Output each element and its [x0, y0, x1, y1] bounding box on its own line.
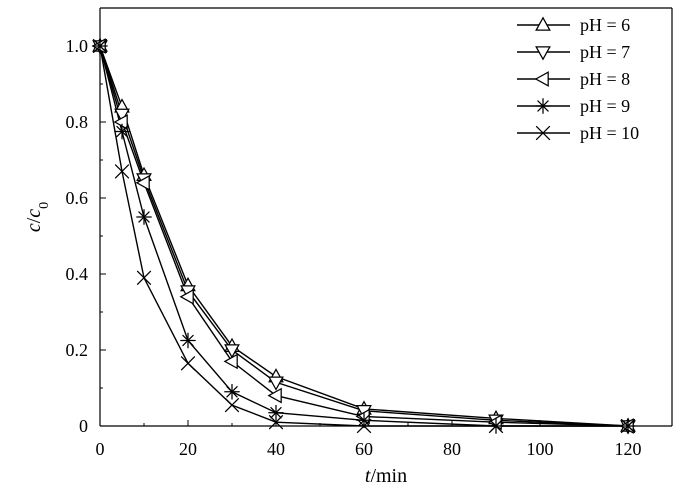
series-marker-5 — [356, 418, 372, 434]
series-marker-3 — [179, 288, 194, 305]
series-marker-4 — [180, 332, 196, 349]
series-marker-5 — [224, 397, 240, 413]
series-marker-2 — [224, 344, 240, 359]
series-marker-legend-3 — [534, 71, 549, 87]
legend-item-1: pH = 6 — [517, 15, 630, 35]
series-marker-3 — [267, 387, 282, 404]
series-marker-5 — [488, 418, 504, 434]
x-axis-title: t/min — [365, 465, 407, 487]
legend-item-3: pH = 8 — [517, 69, 630, 89]
series-marker-legend-2 — [535, 46, 551, 61]
series-marker-5 — [620, 418, 636, 434]
series-marker-3 — [223, 353, 238, 370]
series-marker-legend-1 — [535, 16, 551, 31]
x-tick-label: 60 — [355, 439, 373, 459]
y-tick-label: 0.2 — [66, 340, 89, 360]
series-marker-3 — [113, 114, 128, 130]
y-tick-label: 0.6 — [66, 188, 89, 208]
y-tick-label: 0.4 — [66, 264, 89, 284]
series-marker-2 — [114, 108, 130, 123]
x-tick-label: 100 — [527, 439, 554, 459]
series-marker-4 — [224, 383, 240, 400]
series-marker-5 — [268, 415, 284, 430]
y-tick-label: 1.0 — [66, 36, 89, 56]
x-tick-label: 40 — [267, 439, 285, 459]
legend-label: pH = 10 — [580, 123, 639, 143]
series-marker-4 — [114, 123, 130, 140]
series-marker-5 — [92, 38, 108, 54]
y-axis-ticks: 0 0.2 0.4 0.6 0.8 1.0 — [66, 36, 106, 436]
legend-item-4: pH = 9 — [517, 96, 630, 116]
x-tick-label: 80 — [443, 439, 461, 459]
y-tick-label: 0 — [79, 416, 88, 436]
legend-label: pH = 8 — [580, 69, 630, 89]
y-tick-label: 0.8 — [66, 112, 89, 132]
series-marker-3 — [135, 174, 150, 191]
series-markers — [91, 37, 636, 435]
legend-label: pH = 9 — [580, 96, 630, 116]
x-tick-label: 0 — [96, 439, 105, 459]
series-marker-legend-4 — [535, 98, 551, 114]
legend-item-2: pH = 7 — [517, 42, 630, 62]
legend: pH = 6 pH = 7 pH = 8 pH = 9 pH = 10 — [517, 15, 639, 143]
legend-label: pH = 6 — [580, 15, 630, 35]
x-axis-ticks: 0 20 40 60 80 100 120 — [96, 420, 642, 459]
series-marker-5 — [114, 164, 130, 179]
series-marker-5 — [136, 270, 152, 285]
legend-label: pH = 7 — [580, 42, 630, 62]
x-tick-label: 20 — [179, 439, 197, 459]
series-marker-legend-5 — [535, 125, 551, 141]
series-marker-2 — [268, 376, 284, 391]
legend-item-5: pH = 10 — [517, 123, 639, 143]
series-marker-4 — [356, 412, 372, 429]
y-axis-title: c/c0 — [23, 202, 52, 232]
series-marker-4 — [136, 209, 152, 225]
x-tick-label: 120 — [615, 439, 642, 459]
series-marker-5 — [180, 356, 196, 371]
series-marker-4 — [268, 404, 284, 421]
